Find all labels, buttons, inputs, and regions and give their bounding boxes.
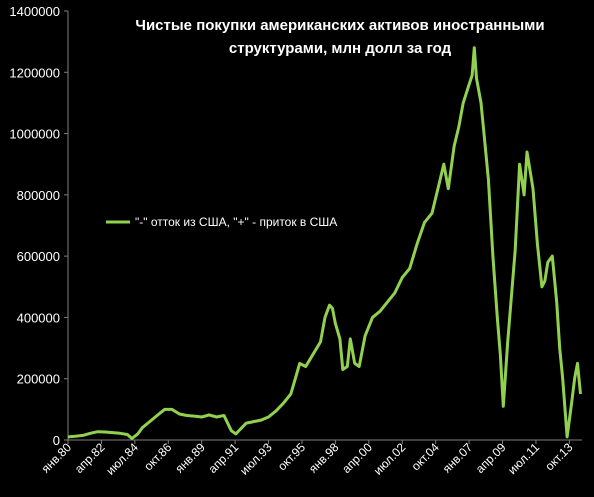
x-tick-label: апр.09 xyxy=(473,440,509,476)
chart-title-line-2: структурами, млн долл за год xyxy=(229,40,452,57)
y-tick-label: 800000 xyxy=(17,188,60,203)
x-tick-label: июл.84 xyxy=(103,440,141,478)
y-tick-label: 0 xyxy=(53,433,60,448)
x-tick-label: июл.11 xyxy=(505,440,542,477)
y-tick-label: 400000 xyxy=(17,310,60,325)
legend-label: "-" отток из США, "+" - приток в США xyxy=(135,215,337,229)
x-tick-label: окт.95 xyxy=(275,440,308,473)
x-tick-label: июл.93 xyxy=(237,440,275,478)
y-tick-label: 1200000 xyxy=(9,65,60,80)
legend: "-" отток из США, "+" - приток в США xyxy=(106,215,337,229)
x-tick-label: апр.00 xyxy=(339,440,375,476)
x-tick-label: окт.13 xyxy=(542,440,575,473)
x-tick-label: янв.07 xyxy=(440,440,476,476)
axes xyxy=(67,11,582,441)
x-tick-label: апр.91 xyxy=(206,440,242,476)
x-tick-label: окт.86 xyxy=(141,440,174,473)
x-tick-label: июл.02 xyxy=(371,440,409,478)
chart-title: Чистые покупки американских активов инос… xyxy=(135,17,544,57)
series-line xyxy=(67,46,582,440)
x-tick-label: апр.82 xyxy=(72,440,108,476)
y-tick-label: 1000000 xyxy=(9,127,60,142)
x-tick-label: окт.04 xyxy=(409,440,442,473)
y-tick-label: 600000 xyxy=(17,249,60,264)
series-layer xyxy=(67,46,582,440)
x-tick-label: янв.89 xyxy=(172,440,208,476)
y-tick-label: 1400000 xyxy=(9,4,60,19)
y-axis-ticks: 0 200000 400000 600000 800000 1000000 1200000 1… xyxy=(9,4,68,448)
y-tick-label: 200000 xyxy=(17,372,60,387)
chart-title-line-1: Чистые покупки американских активов инос… xyxy=(135,17,544,34)
x-tick-label: янв.98 xyxy=(306,440,342,476)
